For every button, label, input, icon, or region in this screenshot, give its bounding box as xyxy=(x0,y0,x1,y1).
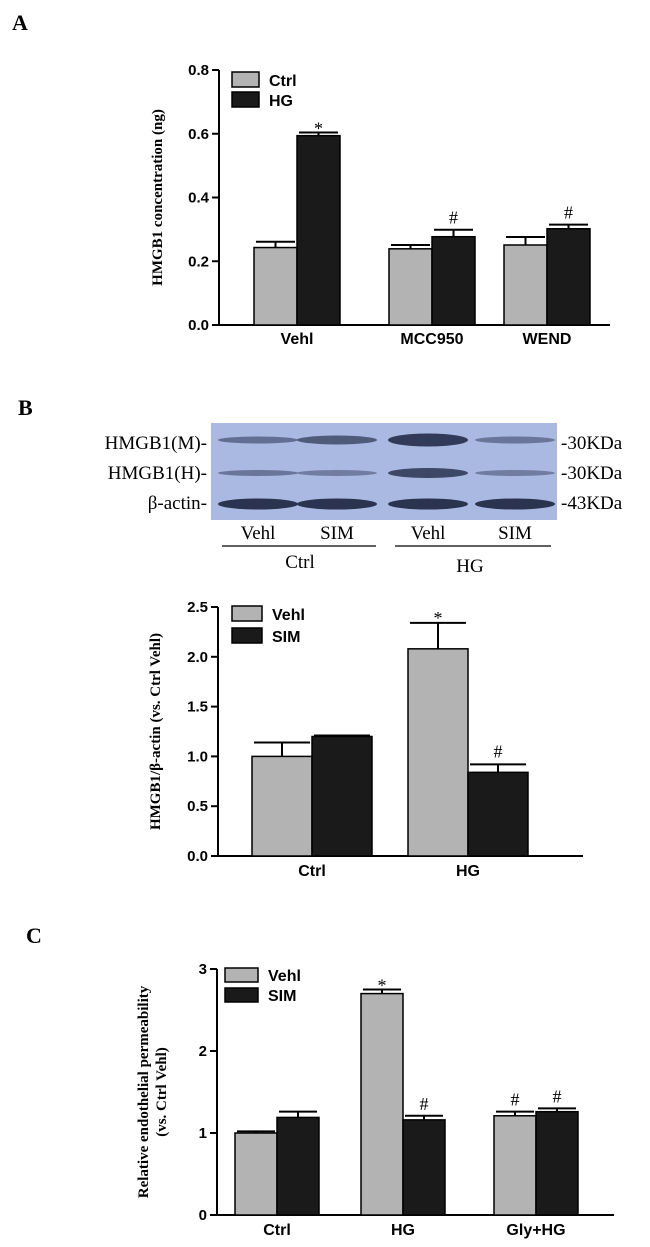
blot-lane-label: SIM xyxy=(498,523,532,544)
bar xyxy=(296,134,341,326)
blot-band xyxy=(218,470,298,476)
x-category-label: WEND xyxy=(523,331,572,348)
significance-marker: * xyxy=(434,608,443,628)
bar xyxy=(253,246,298,326)
y-tick-label: 2.0 xyxy=(187,649,208,666)
legend-label: HG xyxy=(269,93,293,110)
legend-label: Vehl xyxy=(268,968,301,985)
chart-b: 0.0 0.5 1.0 1.5 2.0 2.5 HMGB1/β-actin (vs. Ctr… xyxy=(148,599,583,880)
bar xyxy=(503,244,548,326)
y-tick-label: 0.5 xyxy=(187,798,208,815)
blot-row-label-hmgb1-m: HMGB1(M)- xyxy=(105,433,207,454)
y-tick-label: 0.0 xyxy=(187,848,208,865)
bar xyxy=(407,648,469,857)
bar xyxy=(234,1132,278,1216)
legend-swatch xyxy=(231,605,263,622)
blot-band xyxy=(475,436,555,444)
y-tick-label: 1.0 xyxy=(187,748,208,765)
blot-band xyxy=(218,436,298,444)
legend-label: SIM xyxy=(272,629,300,646)
y-tick-label: 3 xyxy=(199,961,207,978)
blot-bands xyxy=(218,433,555,510)
bar xyxy=(467,771,529,857)
legend-swatch xyxy=(231,91,260,108)
bar xyxy=(546,227,591,326)
y-tick-label: 0.6 xyxy=(188,126,209,143)
y-tick-label: 0 xyxy=(199,1207,207,1224)
y-axis-title-line: (vs. Ctrl Vehl) xyxy=(154,1047,170,1137)
panel-letter-c: C xyxy=(26,923,42,948)
blot-kda-beta-actin: -43KDa xyxy=(561,493,623,514)
y-axis-title: HMGB1/β-actin (vs. Ctrl Vehl) xyxy=(148,633,164,830)
y-axis-title-line: Relative endothelial permeability xyxy=(136,985,152,1198)
blot-lane-label: Vehl xyxy=(411,523,446,544)
bar xyxy=(535,1110,579,1216)
y-tick-label: 2 xyxy=(199,1043,207,1060)
blot-row-label-beta-actin: β-actin- xyxy=(148,493,207,514)
panel-letter-a: A xyxy=(12,10,28,35)
legend-swatch xyxy=(224,987,259,1003)
bar xyxy=(493,1115,537,1216)
blot-band xyxy=(388,468,468,478)
blot-band xyxy=(297,498,377,510)
significance-marker: # xyxy=(564,203,573,223)
legend-swatch xyxy=(231,71,260,88)
panel-letter-b: B xyxy=(18,395,33,420)
significance-marker: # xyxy=(553,1086,562,1106)
blot-band xyxy=(388,498,468,510)
blot-row-label-hmgb1-h: HMGB1(H)- xyxy=(108,463,207,484)
x-category-label: Vehl xyxy=(281,331,314,348)
significance-marker: # xyxy=(420,1094,429,1114)
bar xyxy=(360,992,404,1216)
blot-band xyxy=(475,470,555,476)
x-category-label: Ctrl xyxy=(298,863,326,880)
blot-band xyxy=(218,498,298,510)
y-axis-title: Relative endothelial permeability (vs. Ct… xyxy=(136,985,170,1198)
x-category-label: Ctrl xyxy=(263,1222,291,1239)
bar xyxy=(311,735,373,857)
bar xyxy=(431,235,476,326)
y-tick-label: 1 xyxy=(199,1125,207,1142)
x-category-label: Gly+HG xyxy=(506,1222,565,1239)
y-tick-label: 0.8 xyxy=(188,62,209,79)
bar xyxy=(402,1119,446,1216)
x-category-label: HG xyxy=(391,1222,415,1239)
blot-kda-hmgb1-h: -30KDa xyxy=(561,463,623,484)
y-tick-label: 0.4 xyxy=(188,190,210,207)
significance-marker: # xyxy=(494,741,503,761)
x-category-label: MCC950 xyxy=(400,331,463,348)
western-blot: HMGB1(M)- HMGB1(H)- β-actin- -30KDa -30K… xyxy=(105,423,623,577)
blot-lane-label: SIM xyxy=(320,523,354,544)
bar xyxy=(276,1116,320,1216)
x-category-label: HG xyxy=(456,863,480,880)
y-tick-label: 2.5 xyxy=(187,599,208,616)
blot-kda-hmgb1-m: -30KDa xyxy=(561,433,623,454)
y-tick-label: 0.2 xyxy=(188,253,209,270)
blot-band xyxy=(297,435,377,445)
legend-swatch xyxy=(231,627,263,644)
y-tick-label: 0.0 xyxy=(188,317,209,334)
chart-c: 0 1 2 3 Relative endothelial permeability (vs… xyxy=(136,961,614,1239)
bar xyxy=(251,755,313,857)
legend-label: SIM xyxy=(268,988,296,1005)
bar xyxy=(388,248,433,326)
y-axis-title: HMGB1 concentration (ng) xyxy=(150,109,166,286)
legend-label: Ctrl xyxy=(269,73,297,90)
blot-lane-label: Vehl xyxy=(241,523,276,544)
blot-band xyxy=(388,433,468,447)
significance-marker: * xyxy=(314,118,323,138)
legend-label: Vehl xyxy=(272,607,305,624)
legend-swatch xyxy=(224,967,259,983)
y-tick-label: 1.5 xyxy=(187,699,208,716)
significance-marker: * xyxy=(378,976,387,996)
blot-band xyxy=(297,470,377,476)
significance-marker: # xyxy=(449,208,458,228)
blot-group-label-ctrl: Ctrl xyxy=(285,552,315,573)
blot-group-label-hg: HG xyxy=(456,556,484,577)
significance-marker: # xyxy=(511,1090,520,1110)
chart-a: 0.0 0.2 0.4 0.6 0.8 HMGB1 concentration (ng) V… xyxy=(150,62,610,348)
blot-band xyxy=(475,498,555,510)
